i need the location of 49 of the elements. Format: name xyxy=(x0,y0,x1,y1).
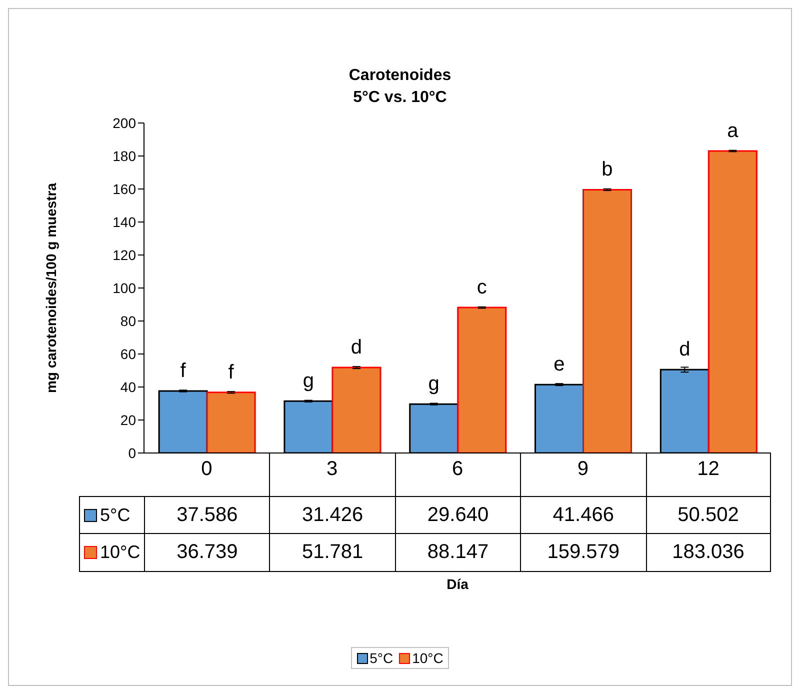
data-label: 183.036 xyxy=(646,534,771,572)
annotation: f xyxy=(180,360,186,382)
annotation: g xyxy=(428,373,440,396)
y-tick-label: 100 xyxy=(112,280,136,296)
bar xyxy=(457,306,507,453)
text: Día xyxy=(446,576,470,592)
y-tick-label: 60 xyxy=(120,346,136,362)
y-tick-label: 160 xyxy=(112,180,136,197)
x-tick-label: 12 xyxy=(697,458,720,480)
data-label: 159.579 xyxy=(520,534,646,572)
annotation: g xyxy=(302,370,314,392)
chart-title: Carotenoides xyxy=(348,66,452,86)
y-tick-label: 200 xyxy=(112,114,136,131)
y-tick-label: 20 xyxy=(120,412,136,428)
bar xyxy=(206,392,256,453)
y-tick-label: 80 xyxy=(120,312,136,329)
x-tick-label: 0 xyxy=(201,458,212,480)
annotation: d xyxy=(350,336,362,359)
y-tick-label: 40 xyxy=(120,378,136,395)
data-label: 88.147 xyxy=(394,534,520,572)
y-axis-title: mg carotenoides/100 g muestra xyxy=(42,182,59,394)
bar xyxy=(708,150,758,453)
y-tick-label: 140 xyxy=(112,214,136,230)
data-label: 51.781 xyxy=(269,534,395,572)
annotation: d xyxy=(679,338,690,361)
x-tick-label: 6 xyxy=(452,458,464,480)
x-tick-label: 9 xyxy=(577,458,588,480)
data-label: 50.502 xyxy=(646,496,771,534)
legend-label: 10°C xyxy=(100,542,140,563)
bar xyxy=(582,188,632,453)
y-tick-label: 120 xyxy=(112,246,136,263)
data-label: 36.739 xyxy=(144,534,270,572)
data-label: 37.586 xyxy=(144,496,270,534)
data-label: 29.640 xyxy=(394,496,520,534)
annotation: e xyxy=(554,354,565,376)
data-label: 31.426 xyxy=(269,496,395,534)
chart-subtitle: 5°C vs. 10°C xyxy=(352,88,448,108)
y-tick-label: 180 xyxy=(112,148,136,164)
annotation: c xyxy=(476,276,487,299)
annotation: f xyxy=(228,361,234,384)
bar xyxy=(332,366,382,453)
annotation: a xyxy=(727,120,740,142)
y-tick-label: 0 xyxy=(128,444,136,461)
legend-label: 5°C xyxy=(100,504,130,526)
data-label: 41.466 xyxy=(520,496,646,534)
text: 5°C xyxy=(370,650,394,666)
annotation: b xyxy=(602,158,613,181)
text: 10°C xyxy=(412,650,444,666)
x-tick-label: 3 xyxy=(326,458,338,480)
